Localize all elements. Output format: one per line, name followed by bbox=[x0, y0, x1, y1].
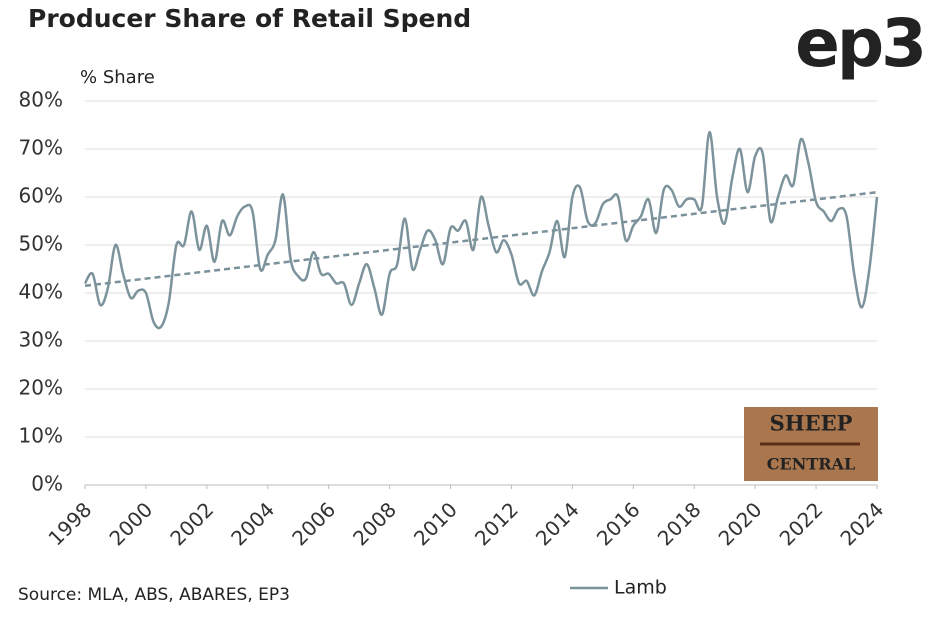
y-tick-label: 20% bbox=[19, 376, 63, 400]
badge-text: SHEEP bbox=[770, 411, 853, 436]
y-tick-label: 0% bbox=[31, 472, 63, 496]
series-line bbox=[83, 130, 879, 330]
legend-label: Lamb bbox=[614, 577, 667, 599]
x-tick-label: 2014 bbox=[531, 497, 584, 550]
x-tick-label: 2016 bbox=[592, 497, 645, 550]
trend-line bbox=[84, 190, 878, 288]
x-tick-label: 2002 bbox=[165, 497, 218, 550]
y-tick-label: 30% bbox=[19, 328, 63, 352]
logo: ep3 bbox=[795, 5, 924, 82]
x-tick-label: 2004 bbox=[226, 497, 279, 550]
x-tick-label: 2010 bbox=[409, 497, 462, 550]
y-tick-label: 40% bbox=[19, 280, 63, 304]
y-axis-label: % Share bbox=[80, 67, 155, 88]
y-tick-label: 80% bbox=[19, 88, 63, 112]
x-tick-label: 2020 bbox=[714, 497, 767, 550]
x-tick-label: 2018 bbox=[653, 497, 706, 550]
badge: SHEEP CENTRAL bbox=[744, 407, 878, 481]
y-tick-label: 50% bbox=[19, 232, 63, 256]
x-tick-label: 2012 bbox=[470, 497, 523, 550]
x-tick-label: 2022 bbox=[775, 497, 828, 550]
chart-title: Producer Share of Retail Spend bbox=[28, 4, 471, 33]
y-tick-label: 60% bbox=[19, 184, 63, 208]
y-tick-label: 10% bbox=[19, 424, 63, 448]
badge-text: CENTRAL bbox=[767, 455, 855, 474]
x-tick-label: 2024 bbox=[835, 497, 888, 550]
x-tick-label: 2008 bbox=[348, 497, 401, 550]
x-tick-label: 2000 bbox=[104, 497, 157, 550]
y-tick-label: 70% bbox=[19, 136, 63, 160]
source: Source: MLA, ABS, ABARES, EP3 bbox=[18, 585, 290, 605]
x-tick-label: 1998 bbox=[43, 497, 96, 550]
x-tick-label: 2006 bbox=[287, 497, 340, 550]
